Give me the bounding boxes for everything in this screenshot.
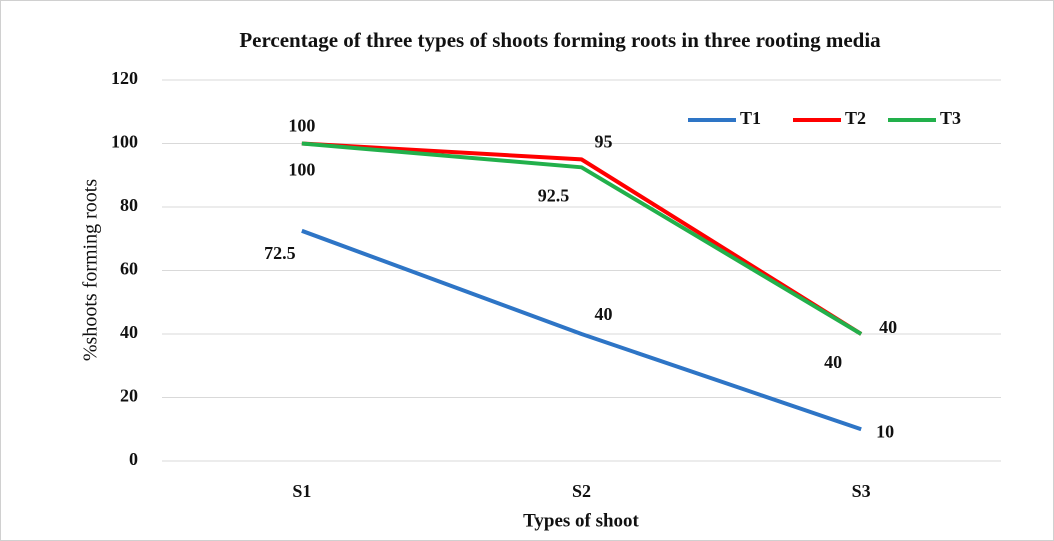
y-tick-label: 40 [120, 322, 138, 342]
legend-label: T1 [740, 108, 761, 128]
y-axis-label: %shoots forming roots [80, 179, 102, 361]
y-tick-label: 80 [120, 195, 138, 215]
data-label: 10 [876, 421, 894, 441]
data-label: 95 [595, 132, 613, 152]
y-tick-label: 120 [111, 68, 138, 88]
data-label: 100 [288, 160, 315, 180]
y-tick-label: 0 [129, 449, 138, 469]
data-label: 72.5 [264, 243, 296, 263]
x-tick-label: S1 [292, 481, 311, 501]
y-tick-label: 100 [111, 132, 138, 152]
data-label: 100 [288, 116, 315, 136]
legend-label: T2 [845, 108, 866, 128]
line-series [301, 141, 863, 336]
x-tick-label: S2 [572, 481, 591, 501]
line-series [301, 141, 863, 336]
legend-label: T3 [940, 108, 961, 128]
chart-title: Percentage of three types of shoots form… [239, 28, 881, 52]
x-axis-label: Types of shoot [523, 510, 639, 531]
line-series [301, 228, 862, 432]
data-label: 40 [879, 317, 897, 337]
y-tick-label: 20 [120, 386, 138, 406]
data-label: 40 [595, 304, 613, 324]
data-label: 92.5 [538, 185, 570, 205]
x-tick-label: S3 [852, 481, 871, 501]
data-label: 40 [824, 352, 842, 372]
y-tick-label: 60 [120, 259, 138, 279]
